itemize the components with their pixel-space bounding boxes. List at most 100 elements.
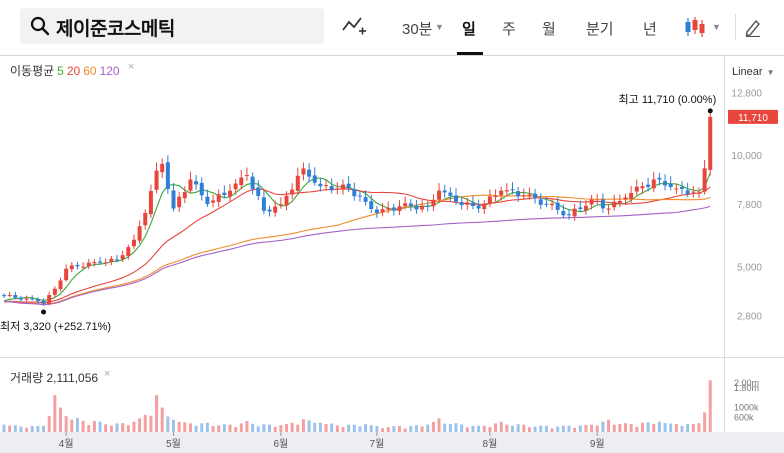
volume-bar bbox=[414, 425, 418, 432]
volume-bar bbox=[629, 424, 633, 432]
candle-body bbox=[465, 202, 470, 205]
volume-bar bbox=[222, 424, 226, 432]
time-tick-label: 8월 bbox=[483, 438, 498, 450]
candle-body bbox=[261, 197, 266, 211]
volume-bar bbox=[47, 416, 51, 432]
tab-quarter[interactable]: 분기 bbox=[586, 21, 614, 38]
volume-bar bbox=[70, 419, 74, 432]
volume-bar bbox=[239, 423, 243, 432]
candle-body bbox=[18, 297, 23, 300]
candle-body bbox=[493, 195, 498, 198]
candle-body bbox=[98, 261, 103, 263]
candle-body bbox=[307, 169, 312, 177]
candle-body bbox=[233, 183, 238, 190]
volume-bar bbox=[183, 422, 187, 432]
candle-body bbox=[199, 182, 204, 196]
time-tick-label: 5월 bbox=[166, 438, 181, 450]
volume-bar bbox=[375, 425, 379, 432]
scale-mode-select[interactable]: Linear ▼ bbox=[732, 66, 775, 78]
candle-body bbox=[533, 193, 538, 199]
volume-bar bbox=[398, 426, 401, 432]
drawing-tool-icon[interactable] bbox=[341, 14, 367, 38]
volume-bar bbox=[251, 423, 255, 432]
volume-bar bbox=[81, 420, 85, 432]
candle-body bbox=[81, 266, 86, 268]
volume-bar bbox=[652, 423, 656, 432]
volume-bar bbox=[494, 423, 498, 432]
candle-body bbox=[278, 204, 283, 206]
volume-bar bbox=[646, 422, 650, 432]
volume-bar bbox=[13, 425, 17, 432]
close-icon[interactable]: × bbox=[128, 61, 135, 73]
high-marker bbox=[707, 108, 713, 114]
volume-bar bbox=[155, 395, 159, 432]
volume-bar bbox=[200, 423, 204, 432]
low-label: 최저 3,320 (+252.71%) bbox=[0, 320, 111, 333]
top-toolbar: 제이준코스메틱 30분 ▼ 일 주 월 분기 년 ▼ bbox=[0, 0, 784, 56]
volume-bar bbox=[663, 423, 667, 432]
pencil-icon[interactable] bbox=[744, 17, 762, 37]
volume-bar bbox=[205, 422, 209, 432]
volume-bar bbox=[245, 420, 249, 432]
tab-day[interactable]: 일 bbox=[462, 21, 476, 38]
volume-bar bbox=[194, 425, 198, 432]
volume-bar bbox=[533, 426, 537, 432]
time-tick-label: 4월 bbox=[59, 438, 74, 450]
candle-body bbox=[165, 162, 170, 190]
volume-bar bbox=[437, 418, 441, 432]
candle-body bbox=[301, 168, 306, 175]
volume-bar bbox=[109, 425, 113, 432]
scale-mode-label: Linear bbox=[732, 66, 763, 78]
candle-body bbox=[69, 265, 74, 270]
volume-bar bbox=[59, 407, 62, 432]
volume-bar bbox=[674, 424, 678, 432]
volume-bar bbox=[53, 395, 57, 432]
volume-bar bbox=[324, 424, 328, 432]
candle-body bbox=[708, 116, 713, 170]
candle-body bbox=[171, 190, 176, 209]
candlestick-type-icon[interactable] bbox=[684, 16, 706, 38]
tab-month[interactable]: 월 bbox=[542, 21, 556, 38]
volume-bar bbox=[19, 426, 23, 432]
volume-bar bbox=[527, 427, 531, 432]
volume-bar bbox=[64, 416, 68, 432]
candle-body bbox=[651, 179, 656, 189]
candle-body bbox=[103, 262, 108, 264]
candle-body bbox=[408, 203, 413, 206]
volume-bar bbox=[669, 423, 673, 432]
volume-bar bbox=[2, 424, 6, 432]
tab-year[interactable]: 년 bbox=[643, 21, 657, 38]
close-icon[interactable]: × bbox=[104, 368, 111, 380]
volume-bar bbox=[330, 423, 334, 432]
stock-name[interactable]: 제이준코스메틱 bbox=[56, 19, 175, 40]
volume-bar bbox=[104, 424, 108, 432]
volume-bar bbox=[341, 426, 345, 432]
candle-body bbox=[244, 175, 249, 177]
volume-bar bbox=[426, 424, 430, 432]
candle-body bbox=[425, 205, 430, 207]
volume-bar bbox=[590, 424, 594, 432]
volume-bar bbox=[115, 423, 119, 432]
candle-body bbox=[363, 197, 368, 202]
toolbar-divider bbox=[735, 14, 736, 40]
candle-body bbox=[295, 175, 300, 191]
price-chart[interactable]: 최고 11,710 (0.00%) 최저 3,320 (+252.71%) 12,… bbox=[0, 56, 784, 453]
volume-bar bbox=[358, 426, 362, 432]
chart-area[interactable]: 최고 11,710 (0.00%) 최저 3,320 (+252.71%) 12,… bbox=[0, 56, 784, 453]
volume-bar bbox=[618, 423, 622, 432]
volume-bar bbox=[584, 425, 588, 432]
chevron-down-icon: ▼ bbox=[435, 22, 444, 32]
candle-body bbox=[75, 264, 80, 267]
candle-body bbox=[30, 298, 35, 300]
volume-bar bbox=[691, 424, 695, 432]
candle-body bbox=[143, 212, 148, 226]
candle-body bbox=[544, 203, 549, 205]
volume-bar bbox=[431, 421, 435, 432]
candle-body bbox=[64, 268, 69, 281]
volume-bar bbox=[273, 426, 277, 432]
moving-average-legend[interactable]: 이동평균 5 20 60 120 bbox=[10, 62, 123, 79]
interval-select[interactable]: 30분 bbox=[402, 21, 433, 38]
candle-body bbox=[634, 186, 639, 192]
stock-search-box[interactable]: 제이준코스메틱 bbox=[20, 8, 324, 44]
tab-week[interactable]: 주 bbox=[502, 21, 516, 38]
